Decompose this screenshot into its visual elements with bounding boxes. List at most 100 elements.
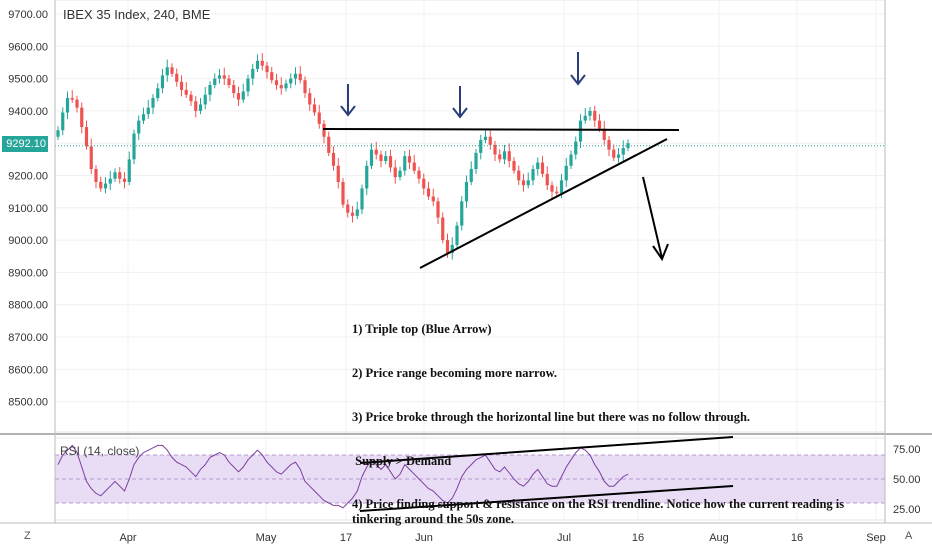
- resistance-trendline: [322, 128, 680, 131]
- candle-body: [260, 60, 264, 66]
- price-tick-label: 9500.00: [8, 74, 48, 86]
- candle-body: [118, 172, 122, 179]
- candle-body: [289, 78, 293, 84]
- time-tick-label: Aug: [709, 532, 729, 544]
- time-tick-label: Jun: [415, 532, 433, 544]
- candles-layer: [56, 53, 630, 260]
- rsi-line: [57, 444, 629, 509]
- candle-body: [113, 172, 117, 179]
- candle-body: [284, 83, 288, 89]
- candle-body: [137, 120, 141, 134]
- auto-scale-button[interactable]: A: [905, 530, 913, 542]
- rsi-lower-trendline: [359, 485, 734, 512]
- price-tick-label: 9600.00: [8, 41, 48, 53]
- candle-body: [616, 154, 621, 158]
- candle-body: [232, 85, 236, 94]
- candle-body: [274, 80, 279, 86]
- candle-body: [388, 156, 393, 168]
- time-tick-label: Sep: [866, 532, 886, 544]
- candle-body: [583, 115, 587, 121]
- candle-body: [365, 165, 369, 189]
- candle-body: [80, 107, 84, 128]
- time-tick-label: 17: [340, 532, 352, 544]
- candle-body: [445, 240, 450, 254]
- candle-body: [431, 196, 435, 202]
- candle-body: [588, 110, 592, 116]
- candle-body: [146, 107, 150, 115]
- candle-body: [502, 151, 507, 160]
- price-tick-label: 9400.00: [8, 106, 48, 118]
- candle-body: [355, 209, 359, 216]
- candle-body: [455, 225, 459, 245]
- candle-body: [346, 204, 350, 213]
- candle-body: [441, 217, 445, 241]
- candle-body: [65, 97, 70, 113]
- candle-body: [531, 169, 535, 181]
- rsi-tick-label: 75.00: [893, 444, 921, 456]
- candle-body: [75, 99, 79, 108]
- candle-body: [526, 180, 530, 186]
- candle-body: [578, 120, 583, 142]
- rsi-tick-label: 50.00: [893, 474, 921, 486]
- candle-body: [369, 149, 374, 166]
- candle-body: [61, 112, 65, 131]
- grid-layer: [54, 0, 886, 521]
- projection-arrow: [642, 176, 663, 259]
- candle-body: [341, 181, 345, 205]
- rsi-tick-label: 25.00: [893, 504, 921, 516]
- annotation-line: 4) Price finding support & resistance on…: [352, 497, 848, 526]
- candle-body: [122, 178, 127, 182]
- time-tick-label: Jul: [557, 532, 571, 544]
- candle-body: [293, 73, 298, 79]
- candle-body: [403, 156, 407, 171]
- annotation-line: 1) Triple top (Blue Arrow): [352, 322, 492, 337]
- candle-body: [184, 89, 188, 95]
- annotation-line: 3) Price broke through the horizontal li…: [352, 409, 751, 424]
- time-tick-label: Apr: [119, 532, 136, 544]
- candle-body: [265, 65, 269, 73]
- candle-body: [175, 73, 179, 82]
- price-tick-label: 8900.00: [8, 267, 48, 279]
- candle-body: [103, 183, 108, 189]
- candle-body: [436, 201, 440, 218]
- candle-body: [303, 80, 307, 94]
- annotation-line: Supply > Demand: [352, 453, 452, 468]
- candle-body: [322, 123, 326, 137]
- candle-body: [198, 104, 203, 111]
- candle-body: [507, 151, 511, 161]
- candle-body: [550, 185, 554, 192]
- candle-body: [536, 162, 540, 170]
- candle-body: [350, 212, 355, 216]
- price-tick-label: 8600.00: [8, 364, 48, 376]
- candle-body: [208, 85, 212, 95]
- candle-body: [422, 178, 426, 189]
- candle-body: [384, 156, 388, 161]
- candle-body: [474, 152, 478, 170]
- candle-body: [331, 152, 336, 166]
- price-tick-label: 9100.00: [8, 203, 48, 215]
- time-tick-label: 16: [632, 532, 644, 544]
- candle-body: [336, 165, 340, 182]
- candle-body: [151, 97, 155, 108]
- price-tick-label: 8800.00: [8, 300, 48, 312]
- candle-body: [540, 162, 545, 174]
- annotation-line: 2) Price range becoming more narrow.: [352, 365, 558, 380]
- candle-body: [593, 110, 597, 121]
- rsi-band-layer: [55, 454, 885, 504]
- zoom-button[interactable]: Z: [24, 530, 31, 542]
- candle-body: [460, 201, 464, 226]
- candle-body: [246, 78, 250, 92]
- candle-body: [517, 170, 521, 181]
- candle-body: [141, 114, 146, 121]
- candle-body: [417, 170, 421, 179]
- price-tick-label: 9000.00: [8, 235, 48, 247]
- candle-body: [521, 180, 526, 186]
- candle-body: [99, 181, 103, 189]
- candle-body: [559, 180, 564, 194]
- arrow-head: [340, 105, 356, 117]
- candle-body: [189, 94, 193, 102]
- candle-body: [127, 159, 131, 182]
- candle-body: [308, 93, 312, 105]
- candle-body: [160, 75, 165, 89]
